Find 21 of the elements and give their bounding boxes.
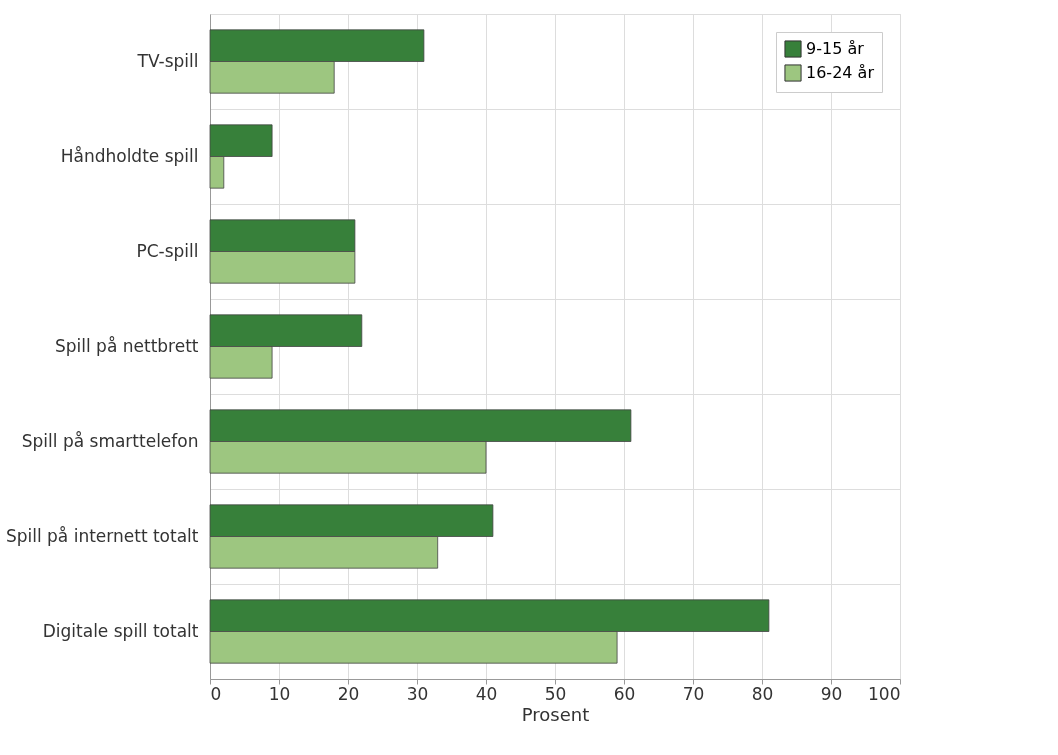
legend-label: 16-24 år [806,63,875,82]
y-tick-label: Spill på nettbrett [54,336,199,356]
x-tick-label: 80 [751,683,774,704]
x-tick-label: 100 [868,683,901,704]
x-tick-label: 90 [820,683,843,704]
x-tick-label: 10 [268,683,291,704]
x-tick-label: 60 [613,683,636,704]
x-axis-title: Prosent [521,703,590,725]
x-tick-label: 40 [475,683,498,704]
y-tick-label: PC-spill [136,241,199,261]
x-tick-label: 70 [682,683,705,704]
x-tick-label: 20 [337,683,360,704]
y-tick-label: Spill på internett totalt [5,526,199,546]
x-tick-label: 0 [210,683,222,704]
x-tick-label: 50 [544,683,567,704]
y-tick-label: Håndholdte spill [60,146,199,166]
x-tick-label: 30 [406,683,429,704]
y-tick-label: Digitale spill totalt [42,621,199,641]
y-tick-label: TV-spill [136,51,199,71]
y-tick-label: Spill på smarttelefon [21,431,199,451]
legend-label: 9-15 år [806,39,865,58]
